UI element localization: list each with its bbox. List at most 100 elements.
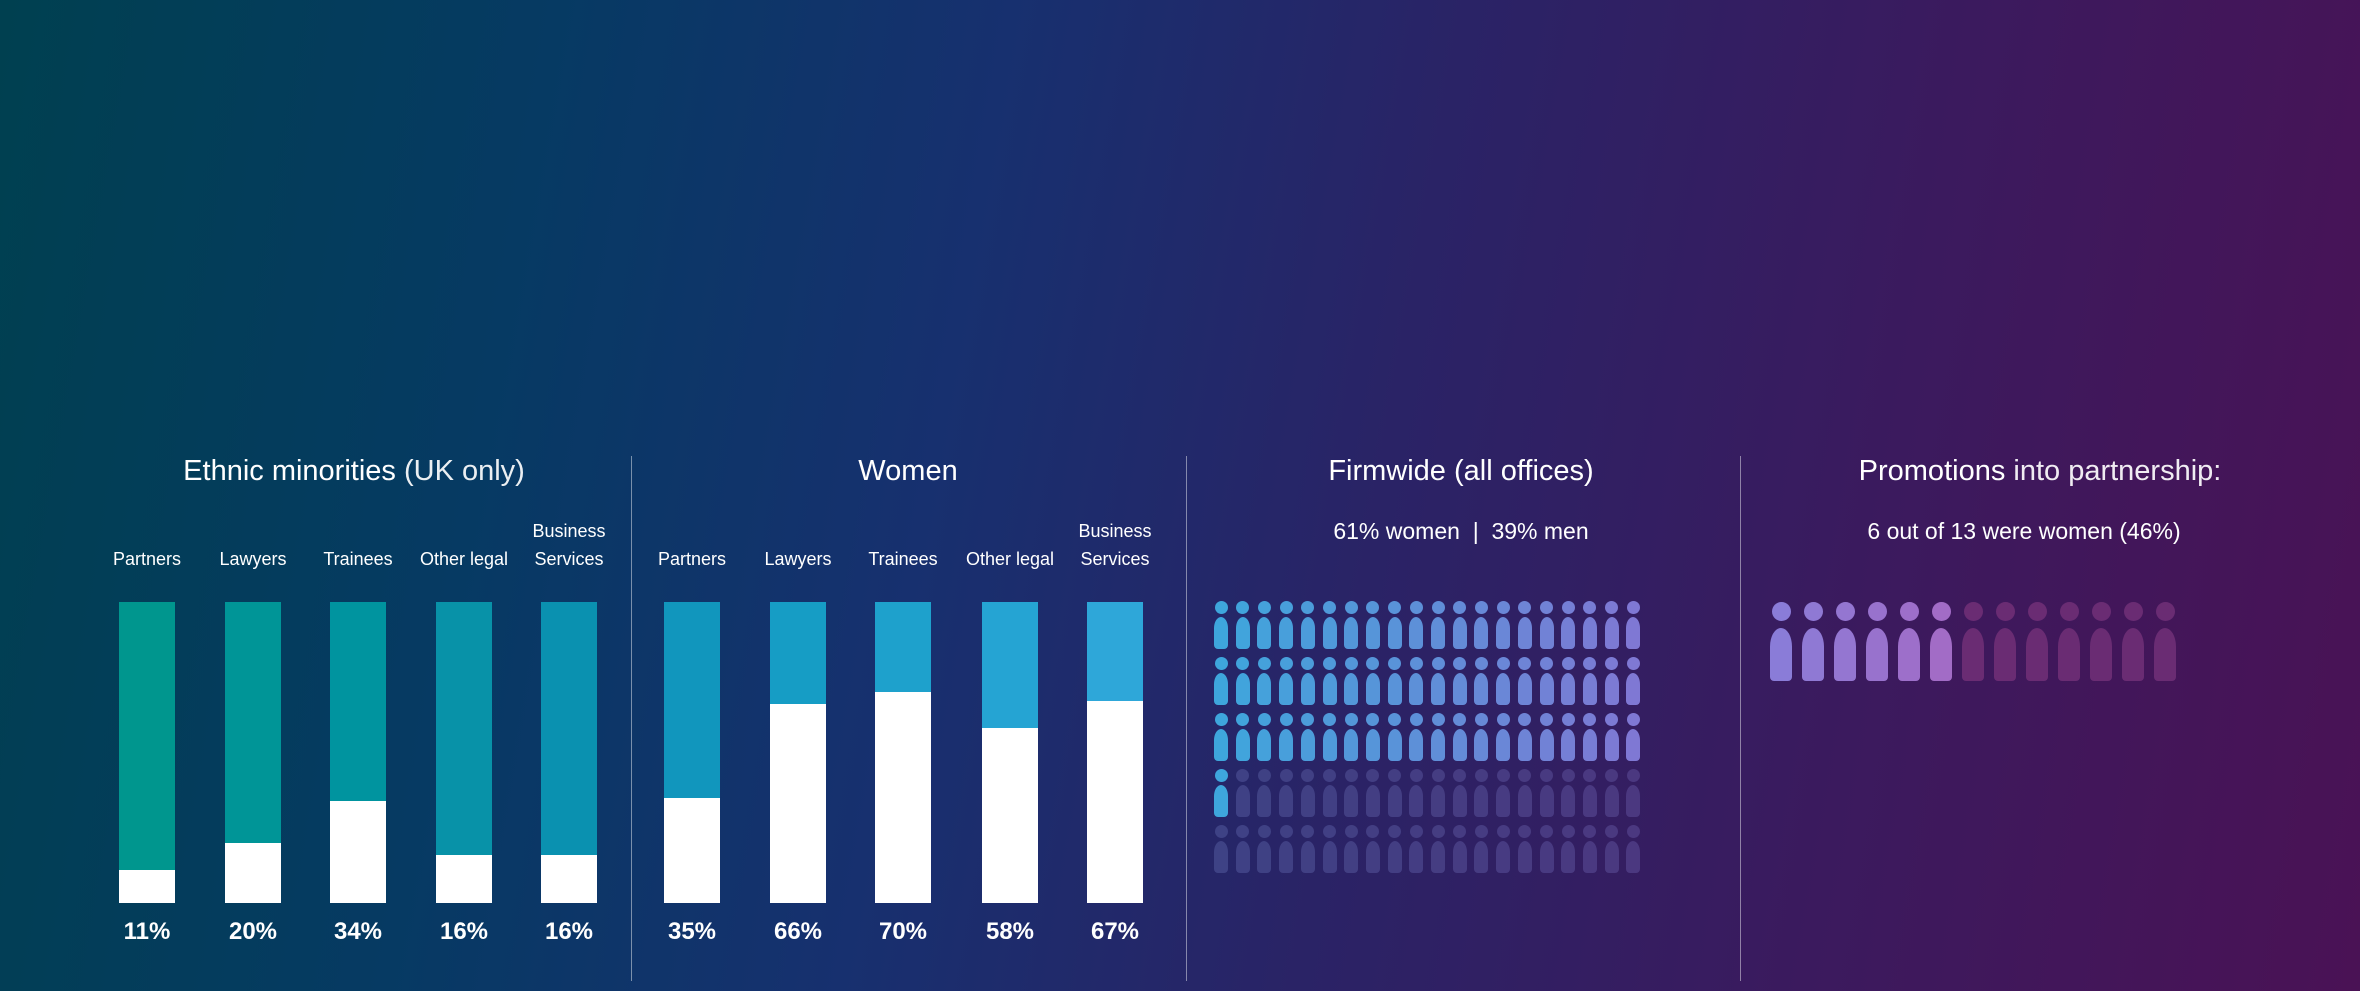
man-icon <box>1235 769 1250 817</box>
men-share: 39% men <box>1491 518 1589 544</box>
person-body <box>1322 729 1337 761</box>
person-body <box>1496 785 1511 817</box>
woman-icon <box>1582 713 1597 761</box>
person-body <box>1582 785 1597 817</box>
person-head <box>1388 713 1402 726</box>
person-body <box>1257 729 1272 761</box>
person-head <box>1366 713 1380 726</box>
person-body <box>1235 785 1250 817</box>
data-label: 70% <box>878 918 928 945</box>
person-head <box>1279 601 1293 614</box>
person-head <box>1214 713 1228 726</box>
person-head <box>1214 657 1228 670</box>
woman-icon <box>1496 713 1511 761</box>
person-body <box>1365 729 1380 761</box>
woman-icon <box>1539 657 1554 705</box>
firmwide-subtitle: 61% women | 39% men <box>1333 518 1588 545</box>
woman-icon <box>1387 601 1402 649</box>
man-icon <box>1344 769 1359 817</box>
person-body <box>1365 841 1380 873</box>
column-label: Business Services <box>1078 521 1152 569</box>
column-label: Partners <box>112 549 182 569</box>
person-head <box>1366 601 1380 614</box>
person-head <box>1388 769 1402 782</box>
woman-icon <box>1898 602 1920 681</box>
person-head <box>1561 657 1575 670</box>
woman-icon <box>1626 657 1641 705</box>
person-body <box>1930 628 1952 681</box>
person-head <box>1323 825 1336 838</box>
person-head <box>1388 657 1402 670</box>
woman-icon <box>1626 713 1641 761</box>
man-icon <box>1539 769 1554 817</box>
data-label: 11% <box>123 918 171 945</box>
bar <box>1087 602 1143 903</box>
person-head <box>1540 769 1553 782</box>
person-body <box>1214 617 1228 649</box>
bar-value-fill <box>982 728 1038 903</box>
person-body <box>1452 841 1467 873</box>
person-body <box>1802 628 1824 681</box>
person-body <box>1409 841 1424 873</box>
woman-icon <box>1387 657 1402 705</box>
person-head <box>1474 713 1488 726</box>
person-head <box>1540 825 1553 838</box>
column-label: Business Services <box>532 521 606 569</box>
woman-icon <box>1257 601 1272 649</box>
woman-icon <box>1344 657 1359 705</box>
woman-icon <box>1300 657 1315 705</box>
woman-icon <box>1322 657 1337 705</box>
ethnic-title-main: Ethnic minorities <box>183 455 396 487</box>
person-body <box>1496 729 1511 761</box>
man-icon <box>1409 825 1424 873</box>
woman-icon <box>1834 602 1856 681</box>
person-head <box>1540 601 1553 614</box>
person-head <box>1344 769 1358 782</box>
woman-icon <box>1279 657 1294 705</box>
person-head <box>1366 657 1380 670</box>
bar <box>436 602 492 903</box>
data-label: 66% <box>773 918 823 945</box>
person-body <box>1431 841 1445 873</box>
person-body <box>2090 628 2112 681</box>
person-head <box>1518 713 1532 726</box>
person-head <box>1474 601 1488 614</box>
data-label: 16% <box>544 918 594 945</box>
person-head <box>1626 713 1640 726</box>
divider <box>1186 456 1187 981</box>
bar-value-fill <box>664 797 720 903</box>
person-body <box>1257 673 1272 705</box>
data-label: 20% <box>228 918 278 945</box>
bar-value-fill <box>119 869 175 903</box>
person-head <box>1344 601 1358 614</box>
person-head <box>1214 601 1228 614</box>
firmwide-title: Firmwide (all offices) <box>1328 455 1594 487</box>
promotions-subtitle: 6 out of 13 were women (46%) <box>1867 518 2180 545</box>
person-body <box>1582 729 1597 761</box>
person-head <box>1899 602 1919 621</box>
column-label: Lawyers <box>764 549 832 569</box>
person-head <box>1496 601 1510 614</box>
person-head <box>1409 657 1423 670</box>
bar-value-fill <box>1087 701 1143 903</box>
person-body <box>1561 785 1576 817</box>
woman-icon <box>1582 601 1597 649</box>
person-body <box>1452 785 1467 817</box>
man-icon <box>1496 825 1511 873</box>
person-head <box>1257 601 1271 614</box>
person-head <box>1431 713 1445 726</box>
person-body <box>2058 628 2080 681</box>
person-body <box>1409 729 1424 761</box>
woman-icon <box>1431 657 1445 705</box>
data-label: 67% <box>1090 918 1140 945</box>
person-body <box>1770 628 1792 681</box>
person-body <box>1214 729 1228 761</box>
man-icon <box>1604 769 1619 817</box>
woman-icon <box>1496 657 1511 705</box>
person-body <box>1214 841 1228 873</box>
person-body <box>1452 729 1467 761</box>
person-head <box>1474 769 1488 782</box>
man-icon <box>1962 602 1984 681</box>
person-head <box>2155 602 2175 621</box>
person-head <box>1561 713 1575 726</box>
